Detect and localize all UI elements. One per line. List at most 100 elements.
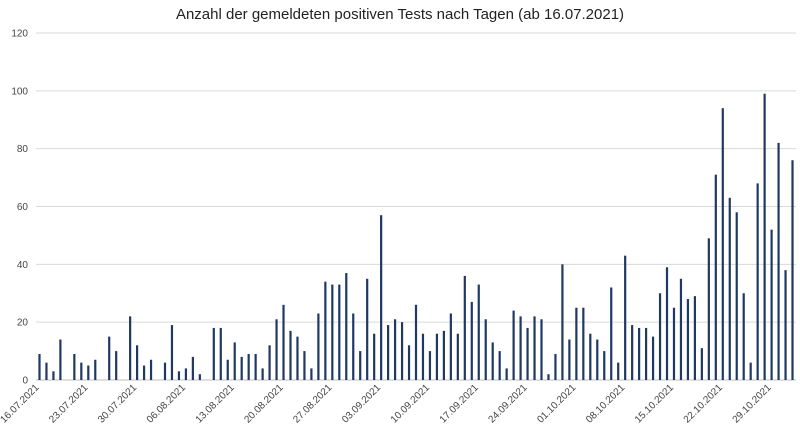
y-tick-label: 120 <box>11 29 28 40</box>
x-tick-label: 13.08.2021 <box>194 382 237 425</box>
bar <box>686 299 690 380</box>
bar <box>400 322 404 380</box>
bar <box>352 313 355 380</box>
bar <box>505 368 508 380</box>
bar <box>261 368 264 380</box>
bar <box>707 238 710 380</box>
bar <box>617 362 620 380</box>
x-tick-label: 30.07.2021 <box>96 382 139 425</box>
chart-title: Anzahl der gemeldeten positiven Tests na… <box>175 6 625 23</box>
bar <box>672 307 676 380</box>
bar <box>268 345 271 380</box>
bar <box>540 319 543 380</box>
bar <box>331 284 334 380</box>
bar <box>644 327 648 380</box>
bar <box>373 333 376 380</box>
bar <box>770 229 773 380</box>
bar <box>498 351 501 380</box>
bar <box>491 342 494 380</box>
y-tick-label: 60 <box>17 202 29 213</box>
bar <box>763 93 766 380</box>
x-tick-label: 20.08.2021 <box>242 382 285 425</box>
bar <box>421 333 425 380</box>
bar <box>219 327 222 380</box>
bar <box>449 313 452 380</box>
bar <box>470 301 473 380</box>
x-tick-label: 06.08.2021 <box>145 382 188 425</box>
bar <box>254 353 257 380</box>
bar <box>149 359 153 380</box>
bar <box>303 351 306 380</box>
bar <box>463 275 466 380</box>
bar <box>791 160 794 380</box>
bar <box>484 319 487 380</box>
bar <box>407 345 411 380</box>
bars <box>38 93 794 381</box>
bar <box>247 353 250 380</box>
bar <box>442 330 445 380</box>
bar <box>714 174 717 380</box>
bar <box>603 351 606 380</box>
bar <box>387 325 390 380</box>
y-tick-label: 80 <box>17 144 29 155</box>
bar <box>742 293 745 380</box>
bar <box>359 351 362 380</box>
bar <box>456 333 459 380</box>
bar <box>784 270 787 380</box>
bar <box>275 319 278 380</box>
x-tick-label: 03.09.2021 <box>340 382 383 425</box>
bar <box>547 374 550 380</box>
bar <box>296 336 299 381</box>
bar <box>212 327 215 380</box>
bar <box>366 278 369 380</box>
bar <box>338 284 341 380</box>
bar <box>198 374 201 380</box>
bar <box>658 293 662 380</box>
bar <box>526 327 529 380</box>
bar <box>324 281 327 380</box>
bar <box>108 336 111 381</box>
x-tick-label: 15.10.2021 <box>633 382 676 425</box>
bar <box>679 278 683 380</box>
bar <box>749 362 752 380</box>
y-tick-label: 40 <box>17 260 29 271</box>
bar <box>233 342 236 380</box>
bar <box>624 255 627 380</box>
bar <box>282 304 285 380</box>
bar <box>596 339 599 380</box>
bar <box>700 348 703 380</box>
bar <box>226 359 229 380</box>
bar <box>519 316 522 380</box>
bar <box>177 371 181 380</box>
bar <box>45 362 48 380</box>
bar <box>142 365 146 380</box>
y-axis: 0 20 40 60 80 100 120 <box>11 29 28 387</box>
y-tick-label: 0 <box>22 376 28 387</box>
x-tick-label: 22.10.2021 <box>682 382 725 425</box>
bar <box>129 316 132 380</box>
bar <box>631 325 634 380</box>
bar <box>777 142 780 380</box>
bar <box>240 356 243 380</box>
bar <box>561 264 564 380</box>
y-tick-label: 20 <box>17 318 29 329</box>
bar <box>87 365 90 380</box>
y-tick-label: 100 <box>11 86 28 97</box>
bar <box>380 215 383 380</box>
bar <box>693 296 696 380</box>
x-tick-label: 16.07.2021 <box>0 382 42 425</box>
bar <box>651 336 655 381</box>
bar <box>610 287 613 380</box>
bar <box>345 273 348 380</box>
x-tick-label: 01.10.2021 <box>535 382 578 425</box>
bar <box>115 351 118 380</box>
bar <box>533 316 536 380</box>
bar <box>310 368 313 380</box>
x-tick-label: 23.07.2021 <box>47 382 90 425</box>
bar <box>317 313 320 380</box>
bar <box>414 304 418 380</box>
bar <box>59 339 62 380</box>
bar <box>191 356 194 380</box>
bar <box>728 197 731 380</box>
